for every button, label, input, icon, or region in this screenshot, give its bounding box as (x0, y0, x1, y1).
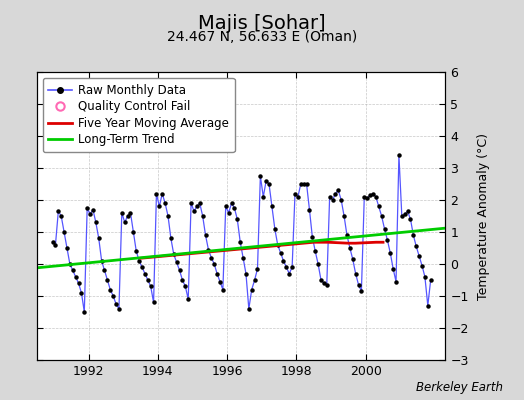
Legend: Raw Monthly Data, Quality Control Fail, Five Year Moving Average, Long-Term Tren: Raw Monthly Data, Quality Control Fail, … (42, 78, 235, 152)
Text: 24.467 N, 56.633 E (Oman): 24.467 N, 56.633 E (Oman) (167, 30, 357, 44)
Text: Berkeley Earth: Berkeley Earth (416, 381, 503, 394)
Text: Majis [Sohar]: Majis [Sohar] (198, 14, 326, 33)
Y-axis label: Temperature Anomaly (°C): Temperature Anomaly (°C) (477, 132, 490, 300)
